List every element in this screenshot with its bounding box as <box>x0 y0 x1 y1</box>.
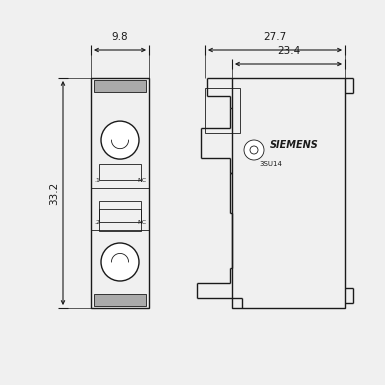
Bar <box>205 88 240 133</box>
Text: NC: NC <box>137 220 146 225</box>
Bar <box>232 78 345 308</box>
Bar <box>91 78 149 308</box>
Text: NC: NC <box>137 178 146 183</box>
Text: SIEMENS: SIEMENS <box>270 140 319 150</box>
Bar <box>94 80 146 92</box>
Circle shape <box>101 243 139 281</box>
Circle shape <box>244 140 264 160</box>
Bar <box>94 294 146 306</box>
Text: 27.7: 27.7 <box>263 32 286 42</box>
Text: .2: .2 <box>94 220 100 225</box>
Circle shape <box>101 121 139 159</box>
Text: 23.4: 23.4 <box>277 46 300 56</box>
Circle shape <box>250 146 258 154</box>
Bar <box>99 201 141 231</box>
Text: 9.8: 9.8 <box>112 32 128 42</box>
Text: .1: .1 <box>94 178 100 183</box>
Text: 3SU14: 3SU14 <box>259 161 282 167</box>
Text: 33.2: 33.2 <box>49 181 59 204</box>
Bar <box>99 209 141 222</box>
Bar <box>99 164 141 181</box>
